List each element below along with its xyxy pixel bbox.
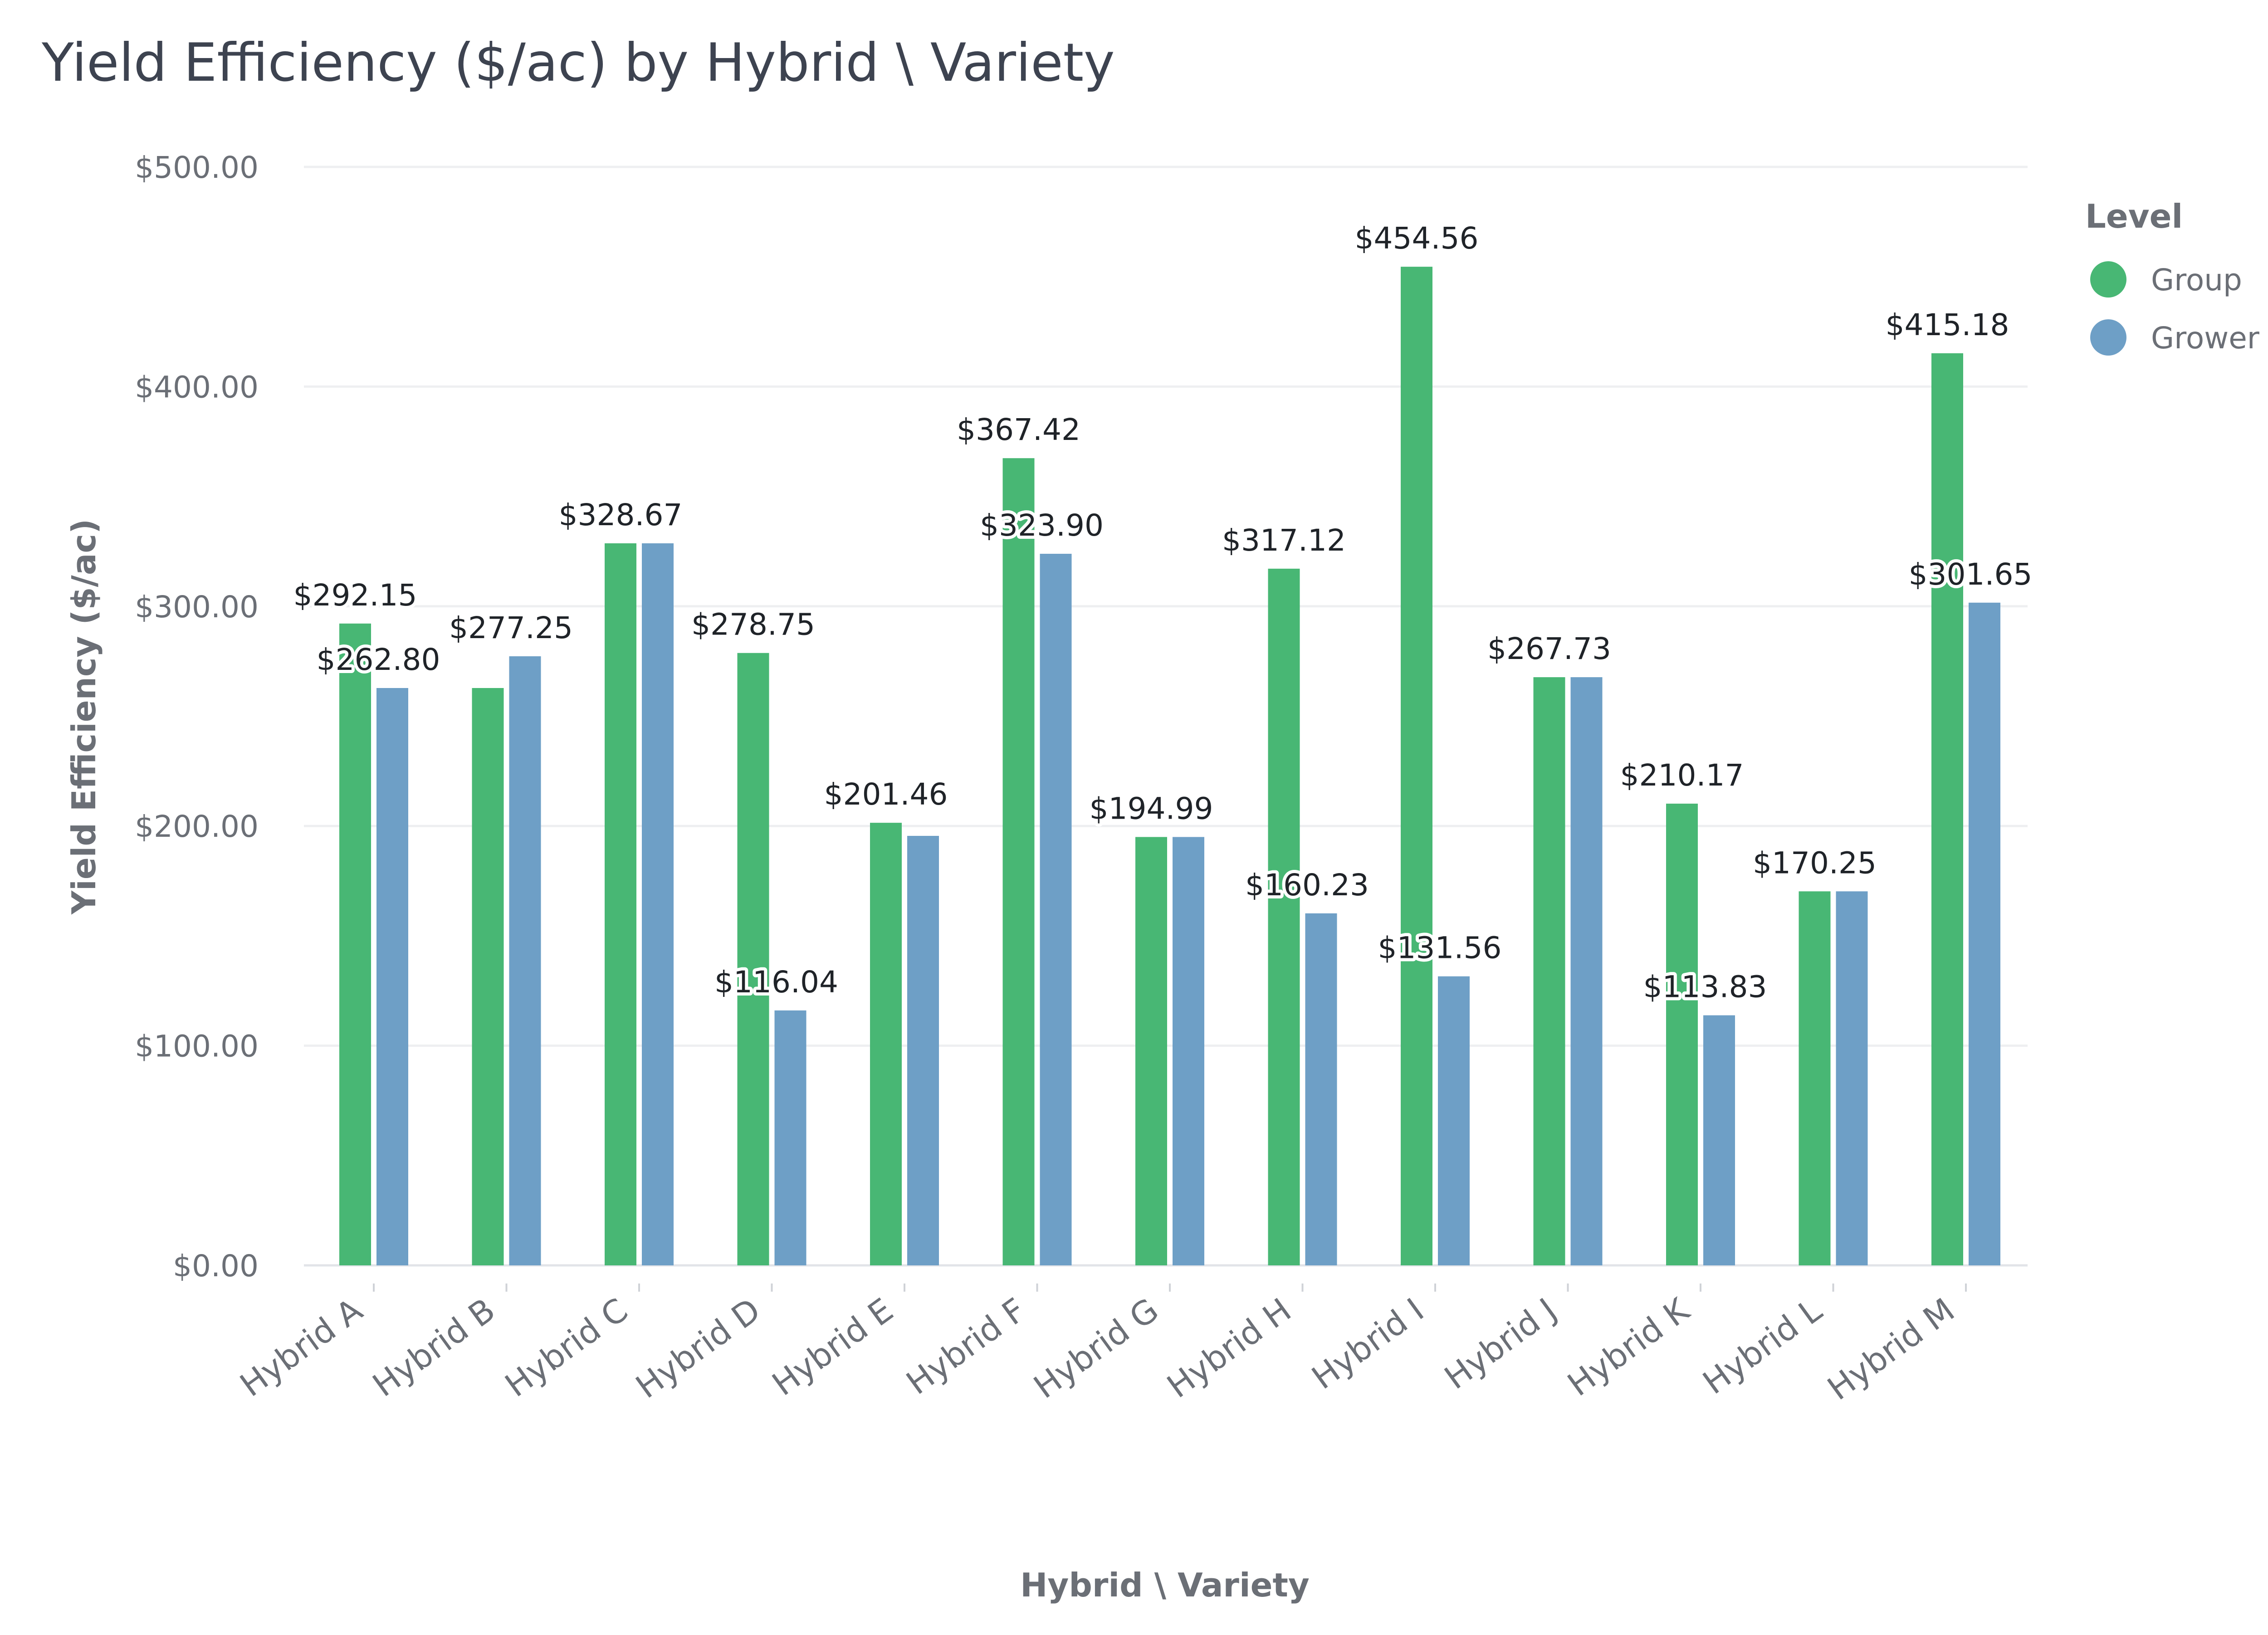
bar-grower-hybrid-j xyxy=(1570,677,1603,1265)
data-label-group: $267.73 xyxy=(1487,631,1611,666)
bar-group-hybrid-d xyxy=(737,653,769,1265)
data-label-group: $170.25 xyxy=(1753,845,1877,880)
bar-grower-hybrid-b xyxy=(509,656,541,1265)
y-tick-label: $100.00 xyxy=(135,1029,259,1064)
legend-items: Group Grower xyxy=(2090,261,2260,356)
bar-group-hybrid-m xyxy=(1931,353,1963,1265)
x-tick-label: Hybrid C xyxy=(498,1291,635,1405)
x-tick-label: Hybrid H xyxy=(1160,1291,1298,1406)
bar-group-hybrid-b xyxy=(472,688,504,1265)
x-tick-label: Hybrid I xyxy=(1305,1291,1431,1397)
bar-grower-hybrid-h xyxy=(1305,913,1337,1265)
x-tick-label: Hybrid E xyxy=(765,1291,900,1403)
data-label-group: $415.18 xyxy=(1886,307,2009,342)
x-tick-label: Hybrid M xyxy=(1820,1291,1961,1408)
data-label-grower: $116.04 xyxy=(714,965,838,1000)
x-tick-label: Hybrid L xyxy=(1696,1291,1829,1402)
legend-label: Group xyxy=(2151,263,2242,298)
x-tick-label: Hybrid F xyxy=(899,1291,1033,1402)
data-label-group: $328.67 xyxy=(559,498,683,532)
data-label-grower: $160.23 xyxy=(1245,868,1369,903)
legend-item-grower[interactable]: Grower xyxy=(2090,319,2260,356)
y-tick-label: $0.00 xyxy=(173,1249,259,1284)
data-label-grower: $277.25 xyxy=(449,610,573,645)
legend: Level Group Grower xyxy=(2085,197,2260,356)
data-label-grower: $131.56 xyxy=(1378,931,1502,966)
bar-grower-hybrid-i xyxy=(1438,976,1470,1265)
legend-title: Level xyxy=(2085,197,2183,235)
bar-group-hybrid-g xyxy=(1135,837,1167,1265)
bar-grower-hybrid-l xyxy=(1836,891,1868,1265)
bar-grower-hybrid-k xyxy=(1703,1015,1735,1265)
y-axis-ticks: $0.00 $100.00 $200.00 $300.00 $400.00 $500.00 xyxy=(135,150,259,1284)
x-tick-label: Hybrid K xyxy=(1561,1290,1697,1404)
y-tick-label: $300.00 xyxy=(135,590,259,625)
x-tick-label: Hybrid A xyxy=(233,1291,369,1404)
data-label-grower: $113.83 xyxy=(1643,970,1767,1005)
data-label-grower: $323.90 xyxy=(980,508,1104,543)
bar-group-hybrid-c xyxy=(605,543,636,1265)
bar-group-hybrid-e xyxy=(870,823,902,1265)
series-grower xyxy=(376,543,2000,1265)
x-tick-label: Hybrid G xyxy=(1027,1291,1165,1406)
bar-grower-hybrid-c xyxy=(642,543,674,1265)
x-tick-label: Hybrid B xyxy=(366,1291,502,1404)
legend-label: Grower xyxy=(2151,321,2260,356)
bar-grower-hybrid-f xyxy=(1040,554,1072,1265)
x-tick-label: Hybrid D xyxy=(629,1291,767,1406)
bar-group-hybrid-i xyxy=(1401,267,1432,1266)
data-label-grower: $301.65 xyxy=(1909,557,2033,592)
data-label-group: $194.99 xyxy=(1090,791,1213,826)
data-label-grower: $262.80 xyxy=(317,642,440,677)
series-group xyxy=(339,267,1963,1266)
data-label-group: $317.12 xyxy=(1222,523,1346,558)
legend-item-group[interactable]: Group xyxy=(2090,261,2242,298)
data-label-group: $210.17 xyxy=(1620,758,1744,793)
bar-group-hybrid-l xyxy=(1799,891,1831,1265)
bar-grower-hybrid-d xyxy=(774,1010,807,1265)
data-label-group: $367.42 xyxy=(957,412,1080,447)
gridlines xyxy=(304,166,2028,1267)
bar-group-hybrid-j xyxy=(1533,677,1565,1265)
bars xyxy=(339,267,2000,1266)
legend-swatch xyxy=(2090,319,2126,356)
data-label-group: $454.56 xyxy=(1355,221,1479,256)
y-tick-label: $200.00 xyxy=(135,809,259,844)
x-axis-title: Hybrid \ Variety xyxy=(1020,1566,1310,1604)
bar-group-hybrid-a xyxy=(339,623,371,1265)
bar-group-hybrid-k xyxy=(1666,803,1698,1265)
bar-grower-hybrid-g xyxy=(1173,837,1204,1265)
y-tick-label: $500.00 xyxy=(135,150,259,185)
bar-grower-hybrid-e xyxy=(907,835,939,1265)
y-tick-label: $400.00 xyxy=(135,370,259,405)
bar-group-hybrid-f xyxy=(1002,458,1035,1265)
data-label-group: $292.15 xyxy=(293,578,417,613)
data-label-group: $278.75 xyxy=(691,607,815,642)
bar-grower-hybrid-m xyxy=(1969,602,2000,1265)
y-axis-title: Yield Efficiency ($/ac) xyxy=(65,519,103,915)
x-tick-label: Hybrid J xyxy=(1437,1291,1563,1397)
data-labels: $292.15 $328.67 $278.75 $201.46 $367.42 $194.… xyxy=(290,218,2036,1007)
chart-title: Yield Efficiency ($/ac) by Hybrid \ Vari… xyxy=(41,32,1115,93)
data-label-group: $201.46 xyxy=(824,777,948,812)
bar-group-hybrid-h xyxy=(1268,568,1300,1265)
bar-grower-hybrid-a xyxy=(376,688,408,1265)
legend-swatch xyxy=(2090,261,2126,298)
